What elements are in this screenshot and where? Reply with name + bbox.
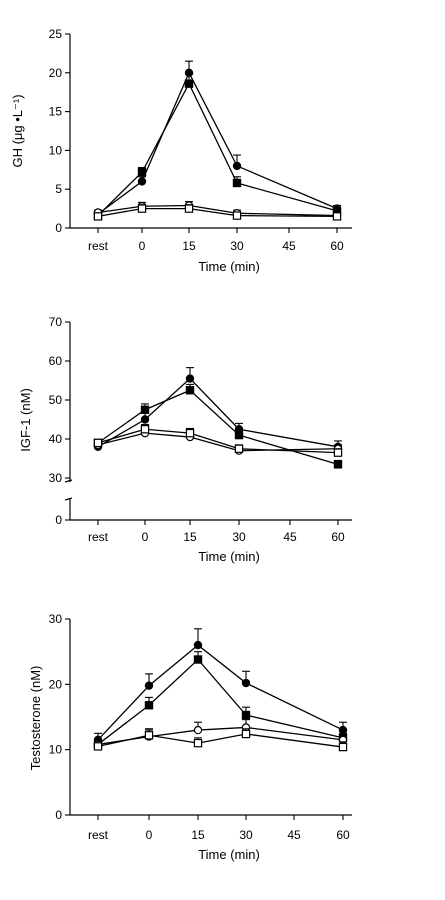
data-point: [234, 430, 244, 440]
data-point: [185, 374, 195, 383]
data-point: [137, 177, 147, 186]
data-point: [140, 415, 150, 424]
data-point: [144, 731, 154, 740]
data-point: [241, 729, 251, 739]
data-point: [185, 428, 195, 438]
x-tick-label: 15: [182, 239, 196, 253]
axis-break-mark: [64, 497, 73, 501]
x-tick-label: 45: [283, 530, 297, 544]
axis-break-mark: [64, 479, 73, 483]
x-tick-label: 0: [142, 530, 149, 544]
x-tick-label: 60: [330, 239, 344, 253]
data-point: [93, 212, 103, 221]
y-tick-label: 0: [55, 513, 62, 527]
data-point: [232, 178, 242, 188]
series-filled-square: [93, 651, 348, 749]
series-filled-circle: [93, 367, 343, 451]
data-point: [184, 79, 194, 88]
data-point: [193, 655, 203, 664]
series-open-square: [93, 204, 342, 221]
data-point: [140, 425, 150, 434]
data-point: [144, 701, 154, 710]
data-point: [232, 161, 242, 171]
x-tick-label: 60: [336, 828, 350, 842]
series-line: [97, 733, 344, 748]
data-point: [241, 678, 251, 688]
data-point: [144, 681, 154, 690]
y-tick-label: 25: [49, 27, 63, 41]
x-tick-label: rest: [88, 828, 109, 842]
x-tick-label: 30: [232, 530, 246, 544]
x-tick-label: 15: [191, 828, 205, 842]
series-filled-square: [93, 73, 342, 220]
y-tick-label: 60: [49, 354, 63, 368]
series-line: [97, 377, 339, 448]
x-tick-label: 60: [331, 530, 345, 544]
data-point: [185, 386, 195, 395]
y-axis-title: Testosterone (nM): [28, 666, 43, 771]
y-tick-label: 20: [49, 677, 63, 691]
data-point: [140, 405, 150, 414]
y-tick-label: 10: [49, 143, 63, 157]
y-tick-label: 20: [49, 66, 63, 80]
data-point: [333, 448, 343, 457]
data-point: [193, 725, 203, 735]
series-line: [97, 644, 344, 741]
y-tick-label: 70: [49, 315, 63, 329]
series-filled-square: [93, 383, 343, 469]
y-tick-label: 0: [55, 221, 62, 235]
data-point: [232, 211, 242, 220]
series-open-square: [93, 728, 348, 752]
data-point: [137, 204, 147, 213]
y-tick-label: 15: [49, 105, 63, 119]
data-point: [137, 167, 147, 177]
x-tick-label: 0: [139, 239, 146, 253]
data-point: [193, 640, 203, 650]
series-open-circle: [93, 719, 348, 749]
x-axis-title: Time (min): [198, 847, 260, 862]
y-tick-label: 5: [55, 182, 62, 196]
series-line: [97, 82, 338, 217]
x-tick-label: 30: [239, 828, 253, 842]
series-open-square: [93, 424, 343, 457]
x-tick-label: rest: [88, 530, 109, 544]
x-tick-label: rest: [88, 239, 109, 253]
series-line: [97, 389, 339, 465]
y-tick-label: 0: [55, 808, 62, 822]
x-tick-label: 15: [183, 530, 197, 544]
data-point: [332, 212, 342, 221]
data-point: [333, 460, 343, 469]
y-axis-title: IGF-1 (nM): [18, 388, 33, 452]
data-point: [234, 444, 244, 453]
x-tick-label: 0: [146, 828, 153, 842]
x-axis-title: Time (min): [198, 549, 260, 564]
y-tick-label: 10: [49, 743, 63, 757]
chart-panel-1: 0 5 10 15 20 25 rest 0 15 30 45 60 Time (min) GH (μg …: [10, 27, 352, 274]
data-point: [93, 438, 103, 448]
series-filled-circle: [93, 60, 342, 219]
data-point: [193, 738, 203, 748]
y-axis-title: GH (μg •L⁻¹): [10, 94, 25, 167]
x-tick-label: 45: [287, 828, 301, 842]
chart-panel-2: 0 30 40 50 60 70 rest 0 15 30 45 60 Time (min) IGF-1 …: [18, 315, 352, 564]
data-point: [241, 710, 251, 720]
x-tick-label: 45: [282, 239, 296, 253]
data-point: [184, 204, 194, 213]
y-tick-label: 30: [49, 612, 63, 626]
y-tick-label: 40: [49, 432, 63, 446]
x-tick-label: 30: [230, 239, 244, 253]
data-point: [338, 742, 348, 752]
x-axis-title: Time (min): [198, 259, 260, 274]
data-point: [93, 742, 103, 751]
y-tick-label: 50: [49, 393, 63, 407]
y-tick-label: 30: [49, 471, 63, 485]
chart-panel-3: 0 10 20 30 rest 0 15 30 45 60 Time (min) Testostero…: [28, 612, 352, 862]
series-line: [97, 658, 344, 745]
